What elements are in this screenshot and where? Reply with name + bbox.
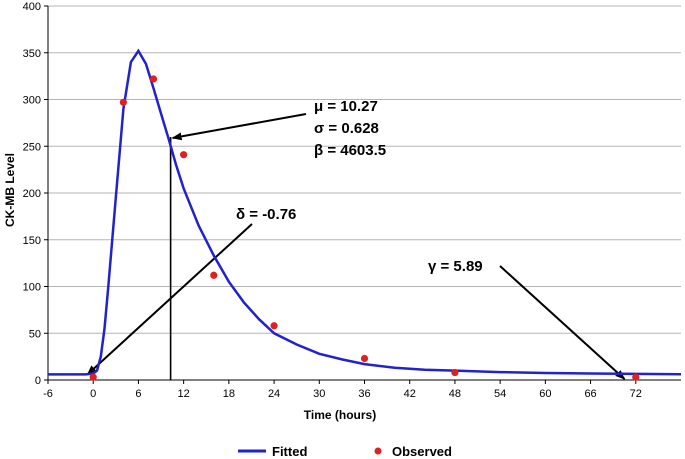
gamma-arrow bbox=[499, 265, 626, 380]
x-tick-label: 60 bbox=[539, 388, 551, 400]
x-axis: -6 0 6 12 18 24 30 36 42 48 54 60 66 72 bbox=[43, 379, 681, 400]
annotation-gamma: γ = 5.89 bbox=[428, 258, 483, 275]
y-tick-label: 350 bbox=[23, 48, 41, 60]
y-tick-label: 50 bbox=[29, 328, 41, 340]
y-tick-label: 400 bbox=[23, 1, 41, 13]
annotation-lines bbox=[86, 113, 626, 380]
x-tick-label: 72 bbox=[630, 388, 642, 400]
gridlines bbox=[48, 5, 681, 334]
x-tick-label: 18 bbox=[223, 388, 235, 400]
x-tick-label: 66 bbox=[584, 388, 596, 400]
x-tick-label: 6 bbox=[135, 388, 141, 400]
observed-point bbox=[149, 75, 158, 83]
x-tick-label: 54 bbox=[494, 388, 506, 400]
observed-point bbox=[360, 354, 369, 363]
annotation-mu-sigma-beta: μ = 10.27 σ = 0.628 β = 4603.5 bbox=[314, 98, 386, 159]
x-tick-label: 48 bbox=[449, 388, 461, 400]
observed-points bbox=[89, 75, 640, 381]
y-tick-label: 300 bbox=[23, 95, 41, 107]
y-tick-label: 150 bbox=[23, 235, 41, 247]
observed-point bbox=[270, 322, 278, 330]
x-axis-title: Time (hours) bbox=[304, 408, 376, 422]
annotation-beta: β = 4603.5 bbox=[314, 142, 386, 159]
y-tick-label: 250 bbox=[23, 141, 41, 153]
y-tick-label: 200 bbox=[23, 188, 41, 200]
y-tick-label: 0 bbox=[35, 375, 41, 387]
observed-point bbox=[180, 151, 188, 159]
delta-arrow bbox=[86, 223, 253, 376]
x-tick-label: 30 bbox=[313, 388, 325, 400]
legend-observed-label: Observed bbox=[392, 444, 452, 459]
mu-arrow bbox=[171, 113, 307, 141]
legend-observed-swatch bbox=[374, 447, 382, 455]
x-tick-label: 42 bbox=[404, 388, 416, 400]
y-tick-label: 100 bbox=[23, 282, 41, 294]
observed-point bbox=[89, 373, 97, 381]
annotation-sigma: σ = 0.628 bbox=[314, 120, 379, 137]
legend: Fitted Observed bbox=[238, 444, 452, 459]
x-tick-label: 12 bbox=[178, 388, 190, 400]
y-axis: 0 50 100 150 200 250 300 350 400 bbox=[23, 1, 49, 387]
x-tick-label: 24 bbox=[268, 388, 280, 400]
x-tick-label: 36 bbox=[358, 388, 370, 400]
observed-point bbox=[119, 98, 127, 106]
x-tick-label: 0 bbox=[90, 388, 96, 400]
observed-point bbox=[451, 368, 459, 377]
annotation-delta: δ = -0.76 bbox=[236, 206, 296, 223]
annotation-mu: μ = 10.27 bbox=[314, 98, 378, 115]
y-axis-title: CK-MB Level bbox=[3, 153, 17, 227]
observed-point bbox=[210, 271, 218, 279]
fitted-line bbox=[48, 48, 682, 376]
observed-point bbox=[632, 373, 640, 381]
legend-fitted-label: Fitted bbox=[272, 444, 307, 459]
x-tick-label: -6 bbox=[43, 388, 53, 400]
